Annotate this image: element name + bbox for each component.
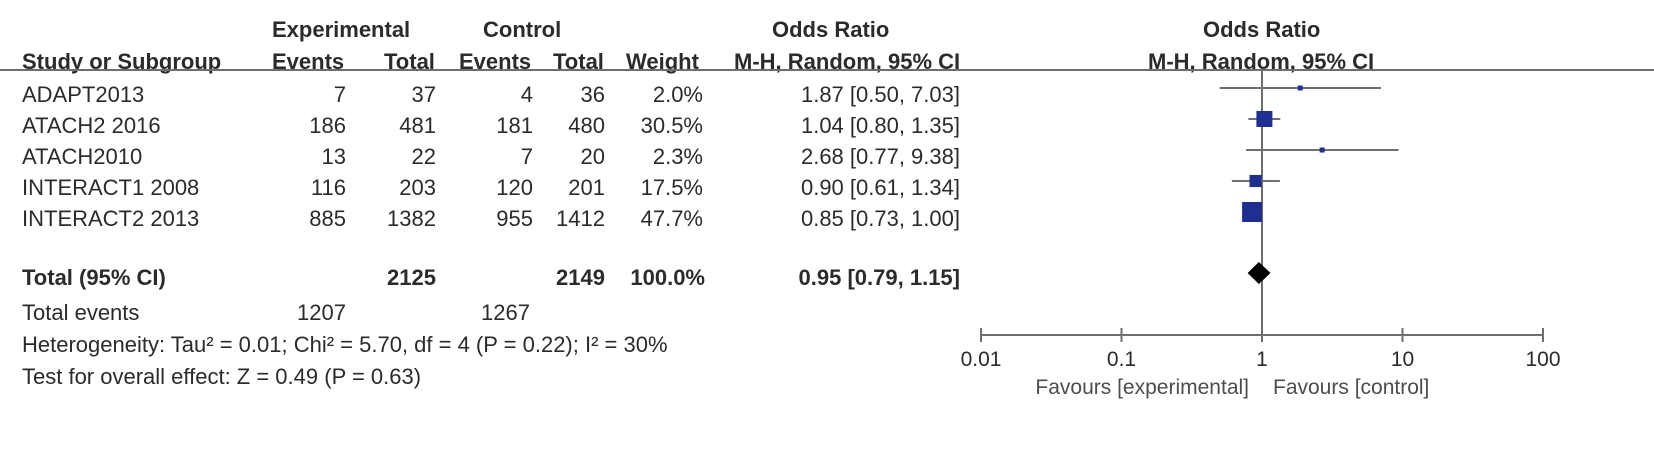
header-odds-ratio: Odds Ratio — [772, 17, 890, 42]
study-total-control: 20 — [580, 144, 605, 169]
header-control: Control — [483, 17, 562, 42]
study-total-experimental: 481 — [399, 113, 436, 138]
study-ci: 0.90 [0.61, 1.34] — [800, 175, 960, 200]
total-ci: 0.95 [0.79, 1.15] — [798, 265, 960, 290]
study-events-control: 4 — [520, 82, 533, 107]
study-name: ADAPT2013 — [22, 82, 145, 107]
study-events-experimental: 885 — [309, 206, 346, 231]
favours-experimental: Favours [experimental] — [1035, 376, 1249, 399]
study-events-control: 955 — [496, 206, 533, 231]
total-events-experimental: 1207 — [297, 300, 346, 325]
study-weight: 30.5% — [640, 113, 703, 138]
study-weight: 2.0% — [652, 82, 703, 107]
study-total-control: 201 — [568, 175, 605, 200]
pooled-diamond — [1247, 262, 1271, 284]
study-marker — [1319, 147, 1325, 153]
total-experimental: 2125 — [387, 265, 436, 290]
study-events-experimental: 7 — [333, 82, 346, 107]
header-experimental: Experimental — [272, 17, 411, 42]
study-events-experimental: 116 — [310, 175, 346, 200]
total-weight: 100.0% — [630, 265, 705, 290]
study-marker — [1297, 85, 1303, 91]
study-weight: 2.3% — [652, 144, 703, 169]
study-total-experimental: 1382 — [387, 206, 436, 231]
study-ci: 1.04 [0.80, 1.35] — [800, 113, 960, 138]
x-tick-label: 0.1 — [1107, 348, 1136, 371]
total-control: 2149 — [556, 265, 605, 290]
study-marker — [1256, 111, 1273, 127]
study-name: INTERACT2 2013 — [22, 206, 200, 231]
study-events-experimental: 13 — [321, 144, 346, 169]
study-events-control: 181 — [496, 113, 533, 138]
study-events-control: 120 — [496, 175, 533, 200]
study-marker — [1249, 174, 1262, 188]
study-ci: 0.85 [0.73, 1.00] — [800, 206, 960, 231]
x-tick-label: 1 — [1256, 348, 1268, 371]
total-events-label: Total events — [22, 300, 140, 325]
study-events-control: 7 — [520, 144, 533, 169]
study-name: ATACH2010 — [22, 144, 143, 169]
study-name: INTERACT1 2008 — [22, 175, 200, 200]
study-weight: 47.7% — [640, 206, 703, 231]
study-weight: 17.5% — [640, 175, 703, 200]
study-total-control: 1412 — [556, 206, 605, 231]
x-tick-label: 100 — [1525, 348, 1560, 371]
x-tick-label: 0.01 — [961, 348, 1002, 371]
total-events-control: 1267 — [481, 300, 530, 325]
study-name: ATACH2 2016 — [22, 113, 161, 138]
study-total-experimental: 203 — [399, 175, 436, 200]
study-total-control: 480 — [568, 113, 605, 138]
overall-effect-text: Test for overall effect: Z = 0.49 (P = 0… — [22, 364, 422, 389]
study-total-experimental: 22 — [411, 144, 436, 169]
heterogeneity-text: Heterogeneity: Tau² = 0.01; Chi² = 5.70,… — [22, 332, 668, 357]
favours-control: Favours [control] — [1273, 376, 1429, 399]
x-tick-label: 10 — [1391, 348, 1414, 371]
study-ci: 1.87 [0.50, 7.03] — [800, 82, 960, 107]
study-events-experimental: 186 — [309, 113, 346, 138]
study-total-experimental: 37 — [411, 82, 436, 107]
header-odds-ratio-plot: Odds Ratio — [1203, 17, 1321, 42]
study-ci: 2.68 [0.77, 9.38] — [800, 144, 960, 169]
study-total-control: 36 — [580, 82, 605, 107]
study-marker — [1242, 202, 1263, 222]
total-label: Total (95% CI) — [22, 265, 166, 290]
